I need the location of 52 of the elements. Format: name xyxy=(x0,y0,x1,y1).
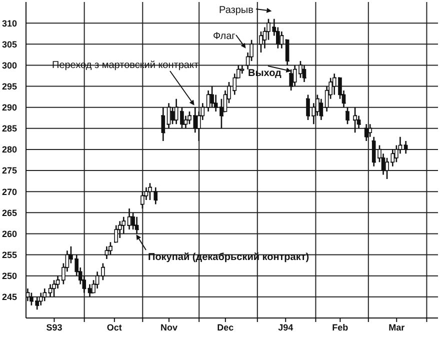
y-tick-label: 290 xyxy=(2,102,17,113)
y-tick-label: 255 xyxy=(2,250,17,260)
candlestick xyxy=(48,284,52,298)
y-tick-label: 245 xyxy=(2,292,17,302)
candlestick xyxy=(104,246,109,260)
candlestick xyxy=(52,279,56,298)
y-tick-label: 305 xyxy=(2,39,17,50)
candlestick xyxy=(364,124,368,142)
candlestick xyxy=(240,64,245,74)
candlestick xyxy=(38,292,43,306)
candlestick xyxy=(42,288,47,302)
candlestick xyxy=(302,64,306,83)
candlestick xyxy=(134,216,139,234)
candlestick xyxy=(114,224,118,243)
x-tick-label: Mar xyxy=(388,322,406,332)
y-tick-label: 265 xyxy=(2,208,17,218)
candlestick xyxy=(140,190,144,210)
candlestick xyxy=(368,124,372,138)
candlestick xyxy=(353,106,357,134)
candlestick xyxy=(404,140,408,154)
annotation: Разрыв xyxy=(219,5,254,16)
y-tick-label: 300 xyxy=(2,60,17,70)
y-tick-label: 275 xyxy=(2,166,17,176)
candlestick xyxy=(289,68,293,92)
candlestick xyxy=(174,98,178,125)
candlestick xyxy=(161,106,166,142)
x-tick-label: S93 xyxy=(46,322,62,332)
candlestick xyxy=(108,242,112,256)
y-tick-label: 280 xyxy=(2,144,17,155)
candlestick xyxy=(285,39,290,66)
y-tick-label: 310 xyxy=(2,18,17,28)
y-tick-label: 285 xyxy=(2,124,17,134)
y-tick-label: 250 xyxy=(2,271,17,282)
x-tick-label: Feb xyxy=(332,322,349,332)
y-tick-label: 270 xyxy=(2,186,17,197)
candlestick xyxy=(280,30,284,49)
candlestick xyxy=(88,284,92,298)
candlestick xyxy=(166,102,171,130)
candlestick xyxy=(319,98,324,121)
x-tick-label: J94 xyxy=(278,322,294,332)
candlestick xyxy=(372,136,376,167)
y-tick-label: 260 xyxy=(2,228,17,239)
x-tick-label: Oct xyxy=(106,322,122,332)
candlestick xyxy=(127,208,132,230)
x-tick-label: Dec xyxy=(217,322,234,332)
candlestick xyxy=(259,30,263,54)
candlestick xyxy=(206,90,210,112)
x-tick-label: Nov xyxy=(160,322,178,332)
y-tick-label: 295 xyxy=(2,81,17,92)
candlestick xyxy=(118,220,122,239)
candlestick xyxy=(122,216,126,234)
annotation: Флаг xyxy=(213,31,236,42)
